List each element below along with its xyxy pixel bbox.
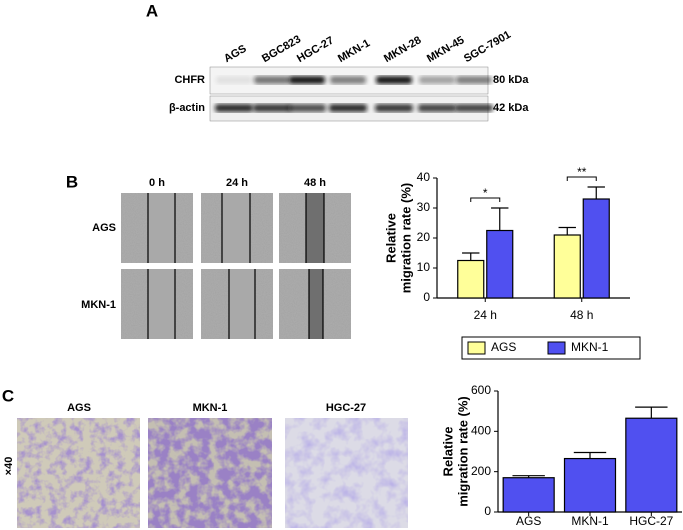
significance-bracket xyxy=(470,197,501,202)
band xyxy=(375,104,413,112)
band xyxy=(376,76,412,84)
micrograph-stain xyxy=(17,418,140,528)
scratch-gap xyxy=(229,269,255,339)
band xyxy=(329,104,367,112)
error-bar xyxy=(573,451,607,459)
panel-label: B xyxy=(66,172,78,191)
legend-swatch xyxy=(547,341,566,355)
scratch-images xyxy=(121,193,351,339)
legend-label: MKN-1 xyxy=(571,340,609,354)
error-bar xyxy=(512,475,545,478)
panel-label: A xyxy=(146,1,158,20)
lane-label: BGC823 xyxy=(260,33,303,65)
blot-row-label: β-actin xyxy=(169,102,205,114)
y-tick-label: 30 xyxy=(417,200,431,214)
y-axis-label: migration rate (%) xyxy=(455,396,470,507)
lane-label: MKN-28 xyxy=(382,34,423,65)
band xyxy=(254,76,290,84)
significance-bracket xyxy=(566,176,597,181)
y-axis-label: Relative xyxy=(440,427,455,477)
blot-bands xyxy=(215,76,493,112)
x-tick-label: 24 h xyxy=(474,308,497,322)
band xyxy=(289,76,325,84)
scratch-gap xyxy=(306,193,324,263)
scratch-gap xyxy=(222,193,250,263)
y-tick-label: 10 xyxy=(417,260,431,274)
column-label: AGS xyxy=(67,402,91,414)
y-axis-label: migration rate (%) xyxy=(398,183,413,294)
scratch-gap xyxy=(309,269,323,339)
bar xyxy=(486,229,514,299)
x-tick-label: MKN-1 xyxy=(571,514,609,528)
micrograph-stain xyxy=(285,418,408,528)
panel-label: C xyxy=(2,386,14,405)
band xyxy=(288,104,326,112)
y-tick-label: 40 xyxy=(417,170,431,184)
band xyxy=(330,76,366,84)
bar xyxy=(625,417,678,513)
legend-swatch xyxy=(467,341,486,355)
y-axis-label: Relative xyxy=(383,213,398,263)
lane-label: SGC-7901 xyxy=(462,29,513,65)
bar xyxy=(502,477,555,513)
row-label: AGS xyxy=(92,222,116,234)
band xyxy=(253,104,291,112)
time-label: 24 h xyxy=(226,177,248,189)
error-bar xyxy=(635,406,668,419)
y-tick-label: 400 xyxy=(471,424,491,438)
y-tick-label: 0 xyxy=(423,290,430,304)
column-label: MKN-1 xyxy=(193,402,228,414)
x-tick-label: 48 h xyxy=(570,308,593,322)
error-bar xyxy=(491,207,509,231)
significance-label: * xyxy=(483,186,488,200)
band xyxy=(455,104,493,112)
scratch-gap xyxy=(148,193,175,263)
error-bar xyxy=(587,186,605,199)
x-tick-label: AGS xyxy=(516,514,541,528)
blot-row-label: CHFR xyxy=(174,74,205,86)
y-tick-label: 20 xyxy=(417,230,431,244)
row-label: MKN-1 xyxy=(81,299,116,311)
magnification: ×40 xyxy=(3,457,15,476)
y-tick-label: 0 xyxy=(484,504,491,518)
band xyxy=(456,76,492,84)
bar xyxy=(582,198,610,299)
x-tick-label: HGC-27 xyxy=(629,514,673,528)
time-label: 0 h xyxy=(149,177,165,189)
legend-label: AGS xyxy=(491,340,516,354)
lane-label: HGC-27 xyxy=(295,35,336,66)
time-label: 48 h xyxy=(304,177,326,189)
lane-label: MKN-1 xyxy=(336,37,372,65)
band xyxy=(418,104,456,112)
column-label: HGC-27 xyxy=(326,402,366,414)
band xyxy=(215,104,253,112)
bar xyxy=(553,234,581,299)
blot-size-label: 42 kDa xyxy=(493,102,529,114)
lane-label: MKN-45 xyxy=(425,34,466,65)
error-bar xyxy=(462,252,480,261)
transwell-images xyxy=(17,418,408,528)
significance-label: ** xyxy=(577,165,587,179)
band xyxy=(216,76,252,84)
micrograph-stain xyxy=(148,418,272,528)
lane-label: AGS xyxy=(222,43,249,65)
y-tick-label: 200 xyxy=(471,464,491,478)
blot-size-label: 80 kDa xyxy=(493,74,529,86)
y-tick-label: 600 xyxy=(471,383,491,397)
scratch-gap xyxy=(148,269,175,339)
band xyxy=(419,76,455,84)
bar xyxy=(457,259,485,299)
error-bar xyxy=(558,226,576,235)
bar xyxy=(563,457,617,513)
